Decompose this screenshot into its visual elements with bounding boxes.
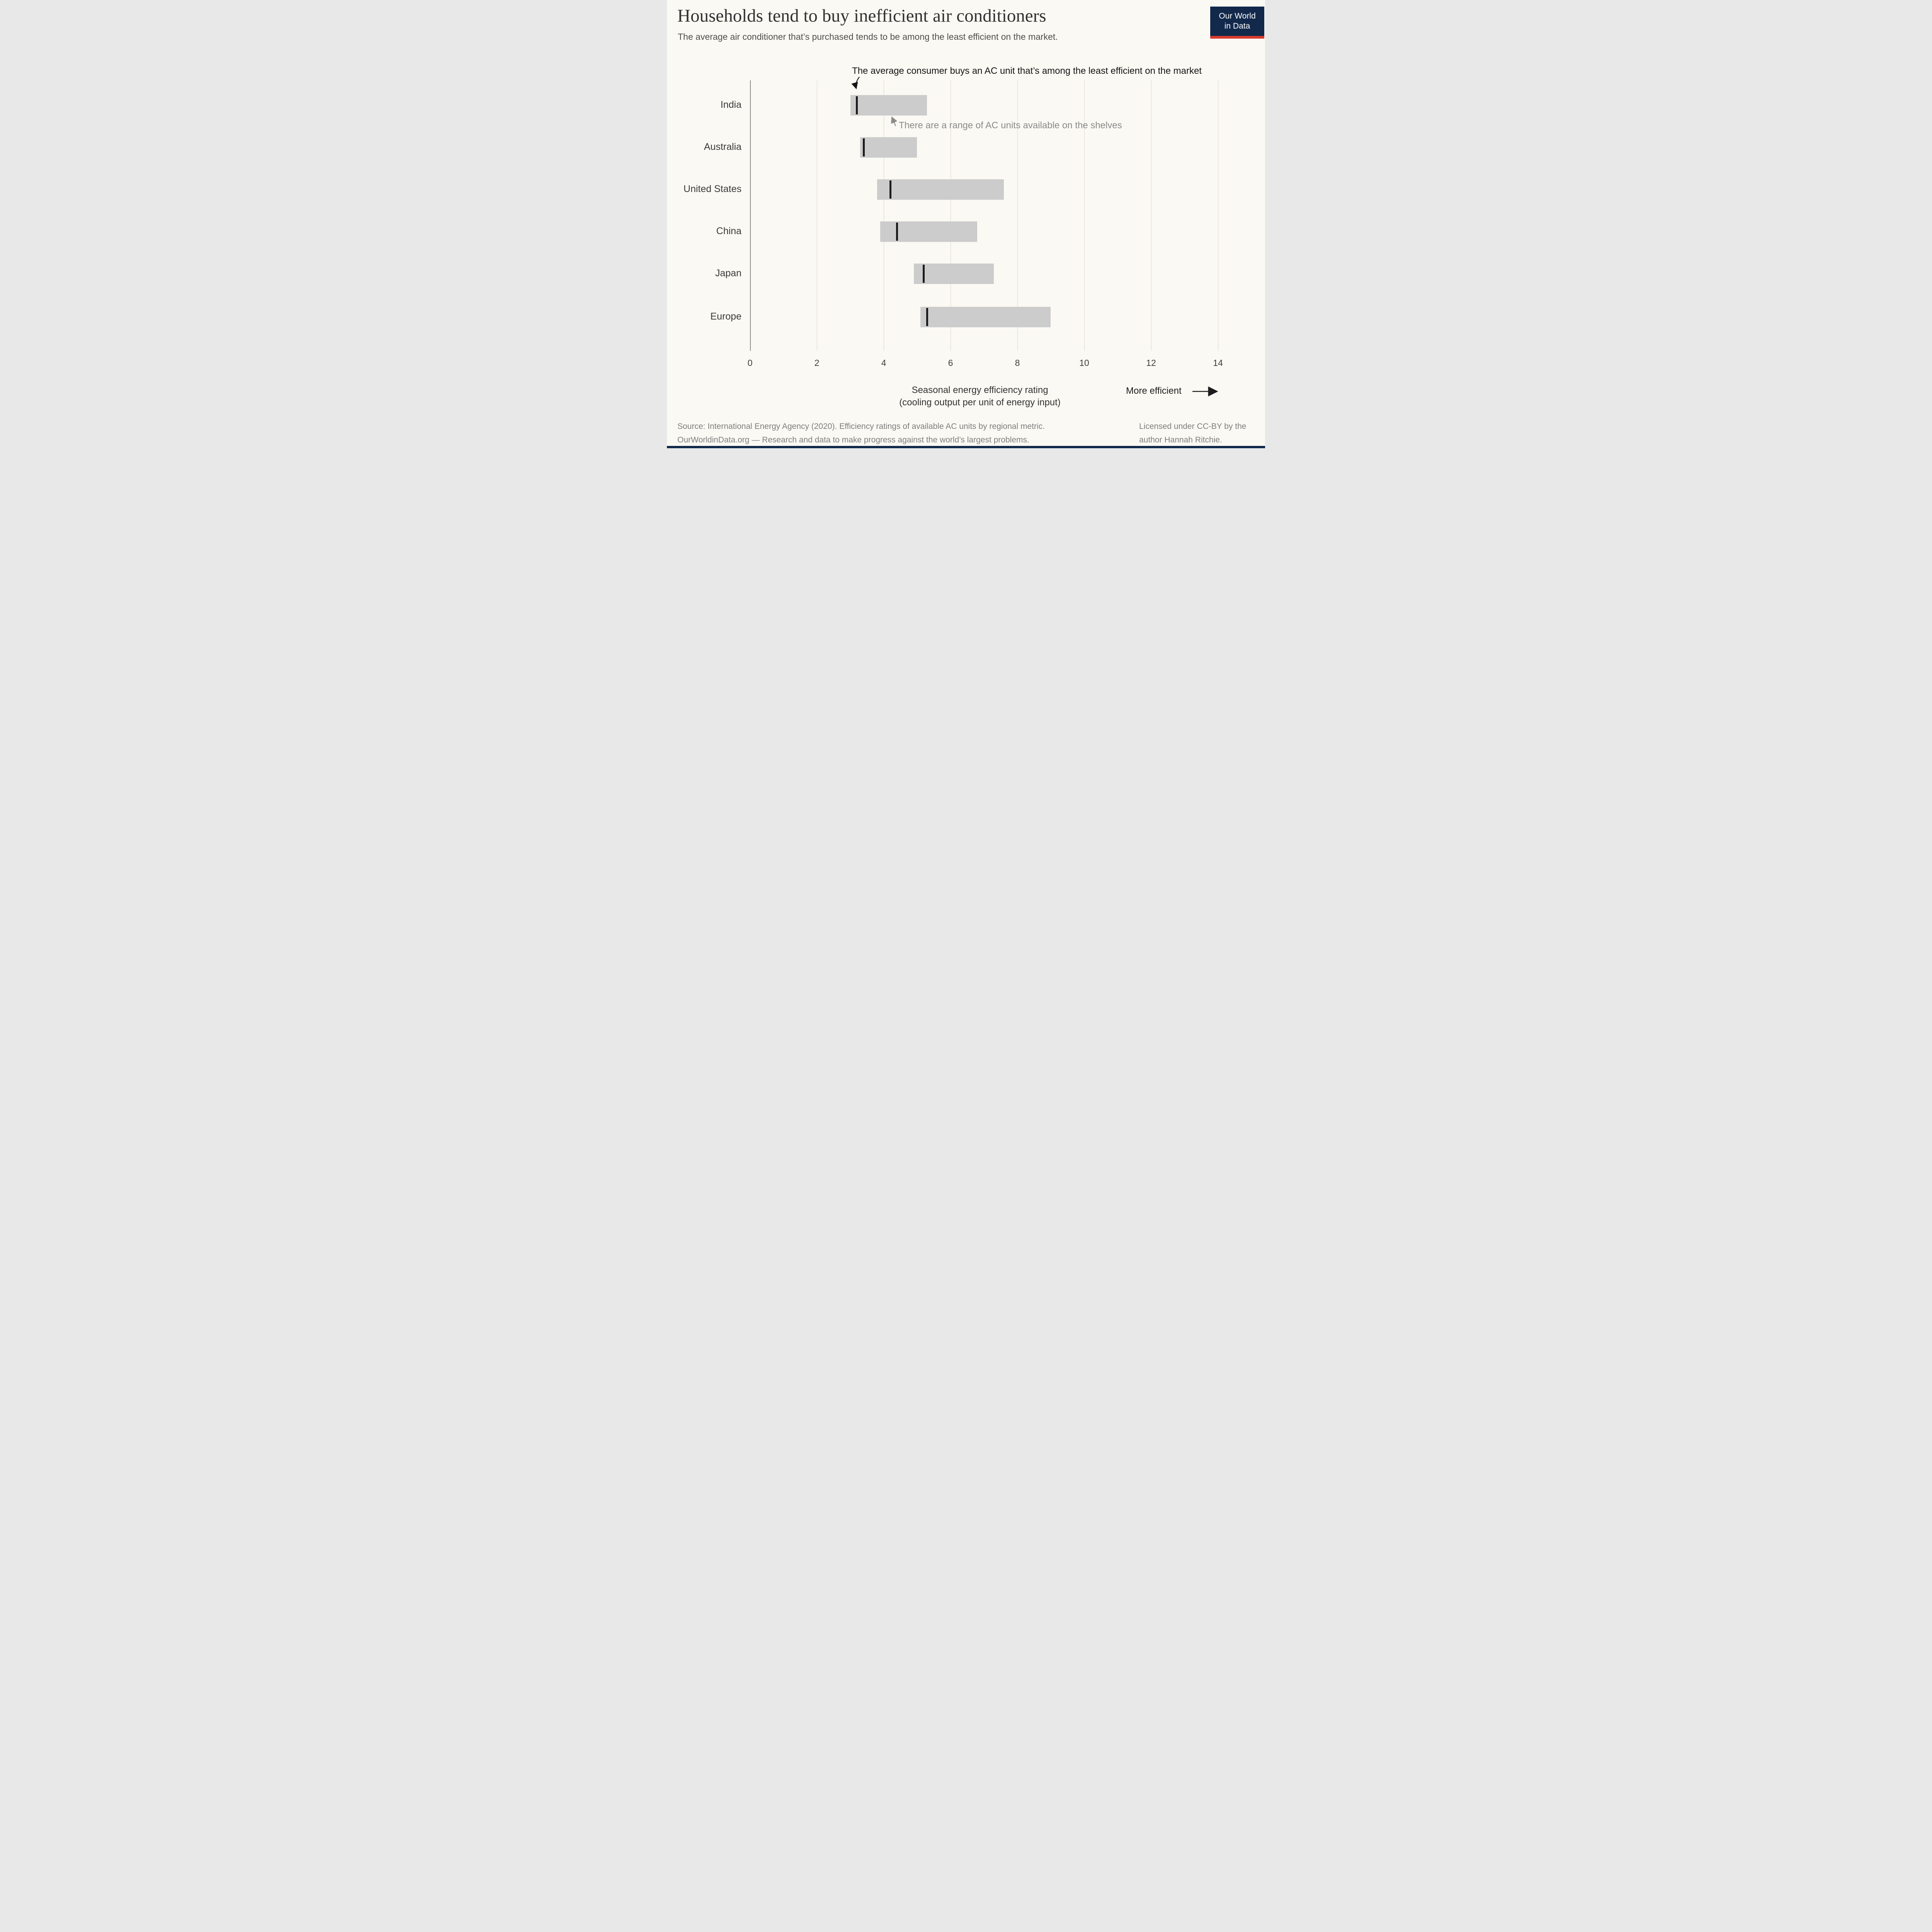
x-axis-tick-label: 12 bbox=[1146, 358, 1156, 368]
row-label-united-states: United States bbox=[683, 184, 742, 194]
annotation-range-of-units: There are a range of AC units available … bbox=[899, 120, 1122, 131]
average-marker bbox=[862, 138, 865, 156]
range-bar bbox=[880, 221, 978, 242]
x-axis-tick-label: 14 bbox=[1213, 358, 1223, 368]
row-label-australia: Australia bbox=[704, 141, 742, 152]
footer-license: Licensed under CC-BY by the author Hanna… bbox=[1139, 420, 1263, 447]
gridline bbox=[1084, 80, 1085, 351]
range-bar bbox=[877, 179, 1004, 200]
row-label-china: China bbox=[716, 226, 742, 236]
range-bar bbox=[850, 95, 927, 116]
x-axis-title-line2: (cooling output per unit of energy input… bbox=[899, 397, 1061, 408]
footer-source-line: Source: International Energy Agency (202… bbox=[677, 422, 1045, 431]
range-bar bbox=[860, 137, 917, 158]
average-marker bbox=[926, 308, 928, 326]
page-title: Households tend to buy inefficient air c… bbox=[677, 6, 1046, 26]
row-label-india: India bbox=[720, 99, 742, 110]
footer-license-line2: author Hannah Ritchie. bbox=[1139, 435, 1222, 444]
more-efficient-label: More efficient bbox=[1126, 386, 1182, 396]
row-label-europe: Europe bbox=[710, 311, 742, 322]
annotation-average-consumer: The average consumer buys an AC unit tha… bbox=[852, 66, 1202, 76]
average-marker bbox=[896, 222, 898, 241]
average-marker bbox=[856, 96, 858, 114]
bottom-brand-strip bbox=[667, 446, 1265, 448]
owid-chart-page: Households tend to buy inefficient air c… bbox=[667, 0, 1265, 448]
range-bar bbox=[920, 306, 1051, 327]
owid-logo-line2: in Data bbox=[1224, 22, 1250, 31]
owid-logo: Our World in Data bbox=[1210, 7, 1264, 39]
x-axis-tick-label: 0 bbox=[747, 358, 753, 368]
x-axis-tick-label: 8 bbox=[1015, 358, 1020, 368]
x-axis-title-line1: Seasonal energy efficiency rating bbox=[912, 385, 1048, 395]
x-axis-tick-label: 4 bbox=[881, 358, 886, 368]
footer-org-line: OurWorldinData.org — Research and data t… bbox=[677, 435, 1029, 444]
average-marker bbox=[889, 180, 891, 199]
footer-license-line1: Licensed under CC-BY by the bbox=[1139, 422, 1247, 431]
y-axis-line bbox=[750, 80, 751, 351]
row-label-japan: Japan bbox=[715, 268, 742, 279]
x-axis-title: Seasonal energy efficiency rating (cooli… bbox=[845, 384, 1115, 409]
owid-logo-line1: Our World bbox=[1219, 12, 1256, 20]
x-axis-tick-label: 6 bbox=[948, 358, 953, 368]
range-bar bbox=[913, 263, 994, 284]
x-axis-tick-label: 2 bbox=[814, 358, 820, 368]
gridline bbox=[1017, 80, 1018, 351]
range-bar-chart: 0 2 4 6 8 10 12 14 India Australia United States Ch… bbox=[667, 0, 1265, 448]
average-marker bbox=[923, 264, 925, 283]
page-subtitle: The average air conditioner that’s purch… bbox=[678, 32, 1058, 42]
footer-left: Source: International Energy Agency (202… bbox=[677, 420, 1126, 447]
x-axis-tick-label: 10 bbox=[1079, 358, 1089, 368]
